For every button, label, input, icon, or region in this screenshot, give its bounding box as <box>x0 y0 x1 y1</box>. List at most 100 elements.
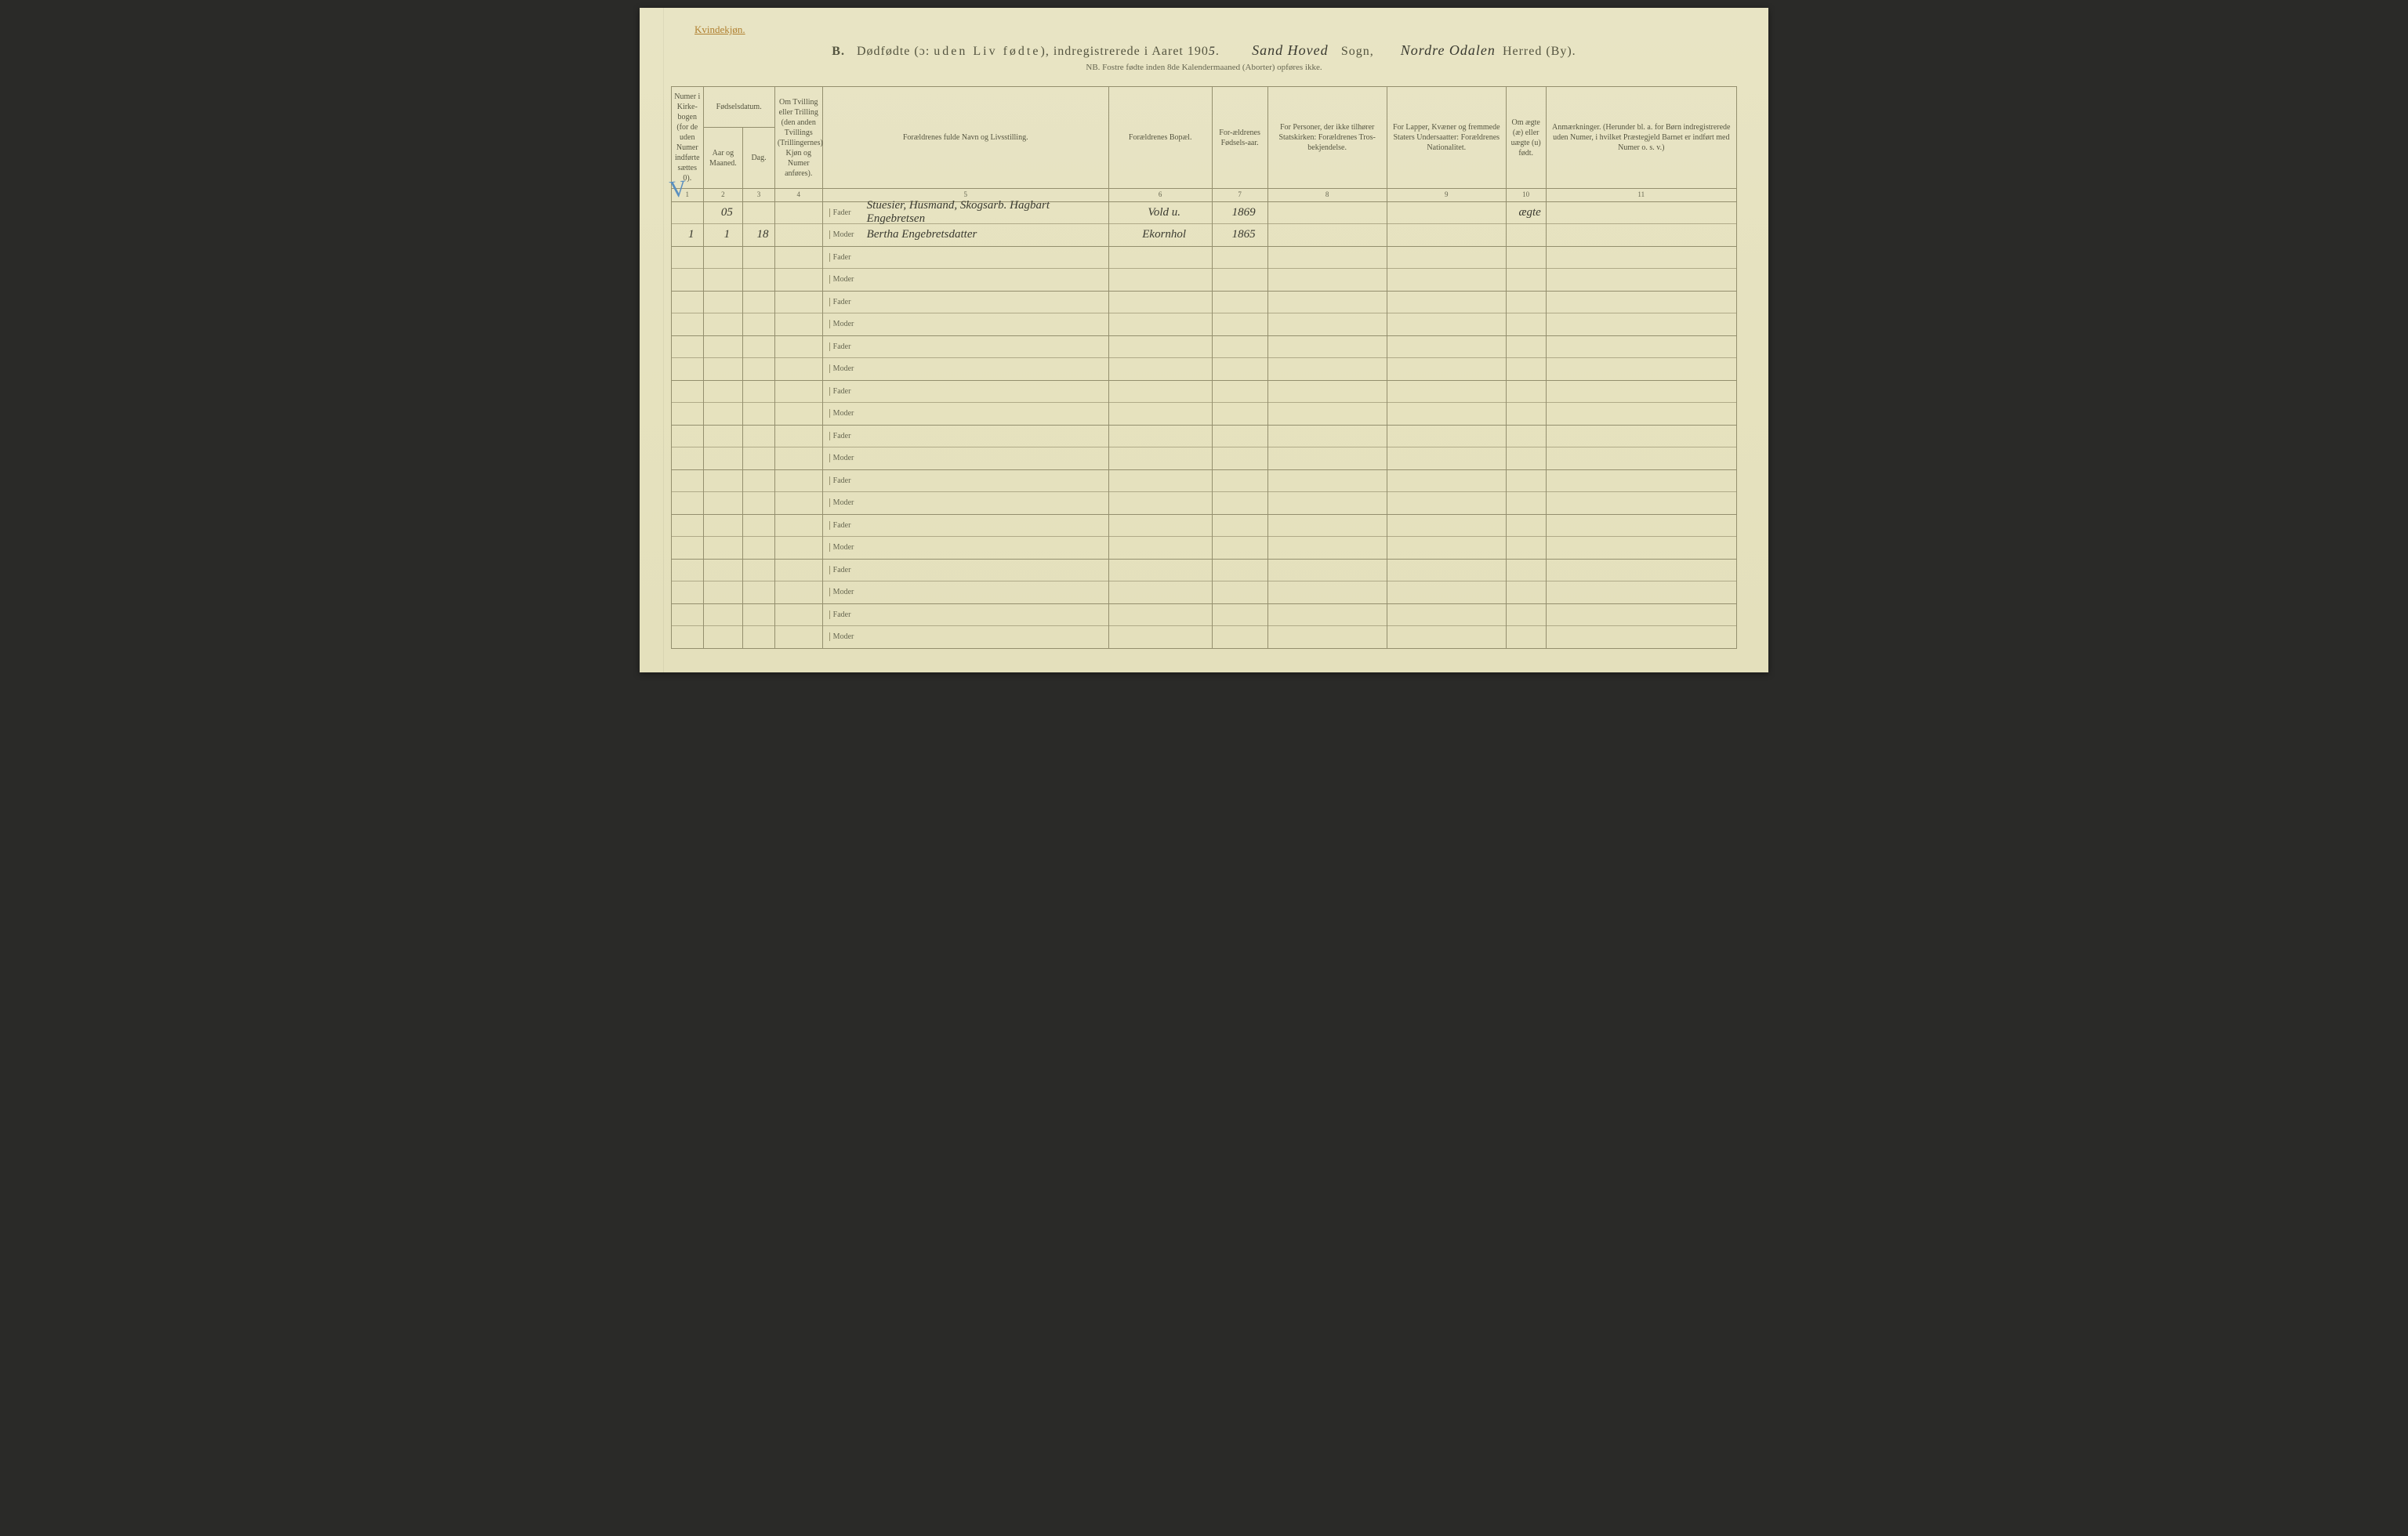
colnum: 7 <box>1212 189 1267 202</box>
col-header-8: For Personer, der ikke tilhører Statskir… <box>1267 87 1387 189</box>
cell <box>1387 201 1506 246</box>
cell <box>1546 425 1736 469</box>
cell <box>703 603 743 648</box>
cell <box>1387 514 1506 559</box>
cell <box>1506 246 1546 291</box>
title-line: B. Dødfødte (ɔ: uden Liv fødte), indregi… <box>671 42 1737 60</box>
cell <box>774 469 822 514</box>
cell <box>774 335 822 380</box>
cell <box>1212 425 1267 469</box>
table-head: Numer i Kirke-bogen (for de uden Numer i… <box>672 87 1737 202</box>
cell <box>703 246 743 291</box>
cell <box>672 291 704 335</box>
colnum: 8 <box>1267 189 1387 202</box>
cell: 18691865 <box>1212 201 1267 246</box>
cell <box>703 559 743 603</box>
col-header-9: For Lapper, Kvæner og fremmede Staters U… <box>1387 87 1506 189</box>
parents-cell: FaderModer <box>822 469 1108 514</box>
ledger-page: Kvindekjøn. B. Dødfødte (ɔ: uden Liv fød… <box>640 8 1768 672</box>
subtitle: NB. Fostre fødte inden 8de Kalendermaane… <box>671 63 1737 72</box>
col-header-2-group: Fødselsdatum. <box>703 87 774 128</box>
cell <box>1546 559 1736 603</box>
table-row: FaderModer <box>672 380 1737 425</box>
table-row: FaderModer <box>672 469 1737 514</box>
colnum: 9 <box>1387 189 1506 202</box>
cell <box>743 425 775 469</box>
cell <box>703 425 743 469</box>
sogn-label: Sogn, <box>1341 45 1374 58</box>
table-body: 105118FaderStuesier, Husmand, Skogsarb. … <box>672 201 1737 648</box>
table-row: 105118FaderStuesier, Husmand, Skogsarb. … <box>672 201 1737 246</box>
parents-cell: FaderModer <box>822 246 1108 291</box>
herred-value: Nordre Odalen <box>1398 42 1499 60</box>
cell <box>743 603 775 648</box>
col-header-5: Forældrenes fulde Navn og Livsstilling. <box>822 87 1108 189</box>
cell: 1 <box>672 201 704 246</box>
cell <box>1267 469 1387 514</box>
cell <box>703 469 743 514</box>
title-prefix: Dødfødte (ɔ: <box>857 45 930 58</box>
gender-label: Kvindekjøn. <box>694 24 1737 36</box>
cell <box>672 425 704 469</box>
marginal-checkmark: V <box>669 176 688 204</box>
cell <box>1212 380 1267 425</box>
col-header-7: For-ældrenes Fødsels-aar. <box>1212 87 1267 189</box>
cell <box>743 335 775 380</box>
cell <box>703 335 743 380</box>
cell <box>743 469 775 514</box>
cell <box>1506 559 1546 603</box>
cell <box>1267 291 1387 335</box>
cell: 18 <box>743 201 775 246</box>
cell <box>774 425 822 469</box>
cell <box>1212 246 1267 291</box>
colnum: 4 <box>774 189 822 202</box>
col-header-1: Numer i Kirke-bogen (for de uden Numer i… <box>672 87 704 189</box>
cell <box>743 559 775 603</box>
table-row: FaderModer <box>672 514 1737 559</box>
cell <box>1212 291 1267 335</box>
cell <box>1546 603 1736 648</box>
cell <box>774 559 822 603</box>
cell <box>1108 559 1212 603</box>
parents-cell: FaderModer <box>822 603 1108 648</box>
cell <box>1108 603 1212 648</box>
cell: Vold u.Ekornhol <box>1108 201 1212 246</box>
cell <box>703 380 743 425</box>
parents-cell: FaderModer <box>822 514 1108 559</box>
cell <box>672 559 704 603</box>
table-row: FaderModer <box>672 335 1737 380</box>
cell <box>1267 425 1387 469</box>
cell <box>1108 514 1212 559</box>
cell <box>1387 335 1506 380</box>
cell <box>743 246 775 291</box>
cell <box>1267 246 1387 291</box>
cell <box>1546 291 1736 335</box>
parents-cell: FaderModer <box>822 380 1108 425</box>
cell <box>1212 559 1267 603</box>
cell <box>774 603 822 648</box>
year-digit: 5 <box>1209 45 1216 58</box>
cell <box>774 291 822 335</box>
cell <box>743 380 775 425</box>
cell <box>703 514 743 559</box>
table-row: FaderModer <box>672 559 1737 603</box>
cell <box>1506 469 1546 514</box>
cell <box>1212 514 1267 559</box>
col-header-11: Anmærkninger. (Herunder bl. a. for Børn … <box>1546 87 1736 189</box>
cell <box>1212 335 1267 380</box>
cell <box>1546 380 1736 425</box>
ledger-table: Numer i Kirke-bogen (for de uden Numer i… <box>671 86 1737 649</box>
cell <box>1108 291 1212 335</box>
cell <box>1387 291 1506 335</box>
parents-cell: FaderStuesier, Husmand, Skogsarb. Hagbar… <box>822 201 1108 246</box>
cell <box>672 380 704 425</box>
col-header-2a: Aar og Maaned. <box>703 128 743 189</box>
cell <box>1506 603 1546 648</box>
cell <box>1108 246 1212 291</box>
herred-label: Herred (By). <box>1503 45 1576 58</box>
title-spaced: uden Liv fødte <box>934 45 1040 58</box>
cell <box>743 291 775 335</box>
cell <box>1387 559 1506 603</box>
table-row: FaderModer <box>672 603 1737 648</box>
parents-cell: FaderModer <box>822 335 1108 380</box>
